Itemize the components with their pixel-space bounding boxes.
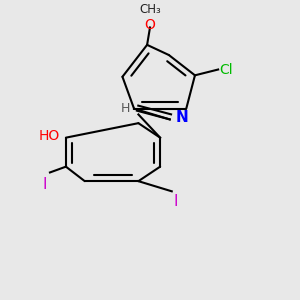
Text: I: I <box>43 177 47 192</box>
Text: O: O <box>145 18 155 32</box>
Text: CH₃: CH₃ <box>139 3 161 16</box>
Text: H: H <box>121 102 130 115</box>
Text: Cl: Cl <box>220 62 233 76</box>
Text: N: N <box>176 110 188 125</box>
Text: I: I <box>173 194 178 209</box>
Text: HO: HO <box>39 129 60 143</box>
